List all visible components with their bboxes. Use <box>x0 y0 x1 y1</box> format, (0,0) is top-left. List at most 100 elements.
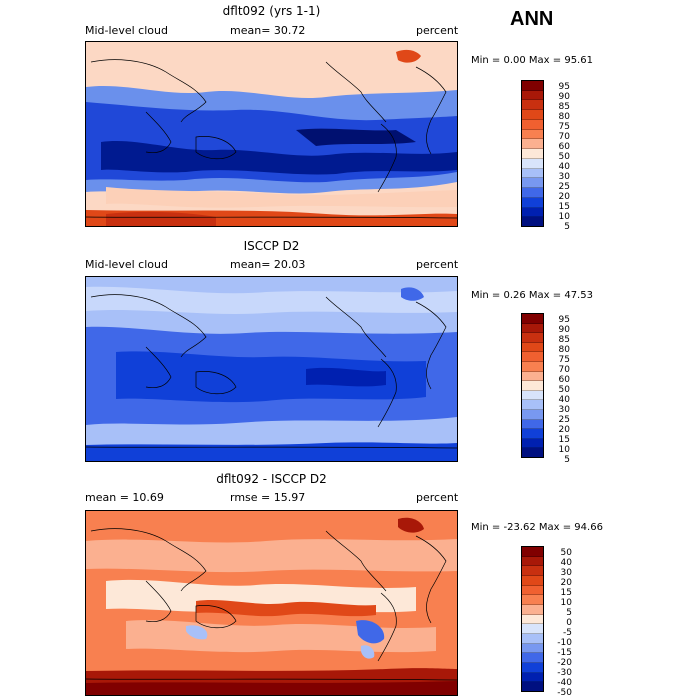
colorbar-label: 80 <box>558 112 570 122</box>
colorbar-label: 40 <box>560 558 572 568</box>
colorbar-swatch <box>522 81 543 91</box>
colorbar-label: 90 <box>558 325 570 335</box>
colorbar-label: 5 <box>564 455 570 465</box>
colorbar-label: 50 <box>558 152 570 162</box>
colorbar-swatch <box>522 419 543 430</box>
colorbar-swatch <box>522 158 543 169</box>
colorbar-label: 50 <box>560 548 572 558</box>
colorbar-swatch <box>522 672 543 683</box>
colorbar-swatch <box>522 429 543 439</box>
colorbar-label: 85 <box>558 102 570 112</box>
panel-2-units: percent <box>416 258 459 271</box>
panel-3-units: percent <box>416 491 459 504</box>
colorbar-label: -15 <box>557 648 572 658</box>
colorbar-swatch <box>522 547 543 557</box>
colorbar-label: 15 <box>558 435 570 445</box>
panel-2-min-max: Min = 0.26 Max = 47.53 <box>471 290 593 301</box>
colorbar-label: 20 <box>560 578 572 588</box>
colorbar-label: 30 <box>558 172 570 182</box>
colorbar-swatch <box>522 314 543 324</box>
panel-2-colorbar <box>521 313 544 458</box>
colorbar-swatch <box>522 614 543 625</box>
panel-2-map-svg <box>86 277 457 461</box>
colorbar-label: 20 <box>558 192 570 202</box>
panel-2-title: ISCCP D2 <box>243 239 300 253</box>
panel-1-min-max: Min = 0.00 Max = 95.61 <box>471 55 593 66</box>
panel-3-map <box>85 510 458 696</box>
panel-2-colorbar-labels: 95 90 85 80 75 70 60 50 40 30 25 20 15 1… <box>548 315 570 465</box>
colorbar-label: 10 <box>558 445 570 455</box>
colorbar-swatch <box>522 409 543 420</box>
panel-2-variable: Mid-level cloud <box>85 258 168 271</box>
colorbar-swatch <box>522 390 543 401</box>
colorbar-swatch <box>522 333 543 343</box>
panel-3-colorbar <box>521 546 544 692</box>
panel-1-colorbar <box>521 80 544 227</box>
colorbar-label: 85 <box>558 335 570 345</box>
colorbar-swatch <box>522 624 543 635</box>
colorbar-swatch <box>522 197 543 208</box>
colorbar-label: -50 <box>557 688 572 698</box>
colorbar-label: 0 <box>566 618 572 628</box>
panel-1-map-svg <box>86 42 457 226</box>
colorbar-swatch <box>522 323 543 334</box>
colorbar-label: 75 <box>558 122 570 132</box>
colorbar-label: 10 <box>558 212 570 222</box>
colorbar-swatch <box>522 110 543 120</box>
colorbar-label: -20 <box>557 658 572 668</box>
panel-3-min-max: Min = -23.62 Max = 94.66 <box>471 522 603 533</box>
panel-1-title: dflt092 (yrs 1-1) <box>222 4 321 18</box>
colorbar-label: -40 <box>557 678 572 688</box>
colorbar-swatch <box>522 576 543 586</box>
colorbar-swatch <box>522 653 543 664</box>
panel-3-rmse: rmse = 15.97 <box>230 491 306 504</box>
colorbar-swatch <box>522 129 543 140</box>
colorbar-label: 70 <box>558 132 570 142</box>
colorbar-swatch <box>522 585 543 596</box>
colorbar-label: 40 <box>558 395 570 405</box>
colorbar-swatch <box>522 448 543 457</box>
colorbar-label: 70 <box>558 365 570 375</box>
panel-1-units: percent <box>416 24 459 37</box>
panel-1-mean: mean= 30.72 <box>230 24 306 37</box>
colorbar-swatch <box>522 100 543 111</box>
panel-1-colorbar-labels: 95 90 85 80 75 70 60 50 40 30 25 20 15 1… <box>548 82 570 232</box>
colorbar-label: 95 <box>558 315 570 325</box>
colorbar-swatch <box>522 168 543 179</box>
colorbar-label: 10 <box>560 598 572 608</box>
colorbar-swatch <box>522 371 543 382</box>
colorbar-swatch <box>522 217 543 227</box>
colorbar-label: 95 <box>558 82 570 92</box>
colorbar-swatch <box>522 381 543 391</box>
colorbar-swatch <box>522 361 543 372</box>
colorbar-swatch <box>522 178 543 189</box>
panel-1-variable: Mid-level cloud <box>85 24 168 37</box>
colorbar-label: 80 <box>558 345 570 355</box>
colorbar-swatch <box>522 119 543 130</box>
colorbar-label: -5 <box>563 628 572 638</box>
colorbar-label: -30 <box>557 668 572 678</box>
colorbar-swatch <box>522 605 543 615</box>
colorbar-label: 15 <box>560 588 572 598</box>
colorbar-label: 60 <box>558 142 570 152</box>
colorbar-swatch <box>522 139 543 150</box>
colorbar-label: 75 <box>558 355 570 365</box>
colorbar-swatch <box>522 643 543 654</box>
colorbar-label: 90 <box>558 92 570 102</box>
panel-3-mean: mean = 10.69 <box>85 491 164 504</box>
colorbar-swatch <box>522 566 543 577</box>
colorbar-label: 15 <box>558 202 570 212</box>
colorbar-swatch <box>522 90 543 101</box>
colorbar-swatch <box>522 556 543 567</box>
colorbar-label: 25 <box>558 182 570 192</box>
colorbar-swatch <box>522 438 543 449</box>
colorbar-label: 5 <box>566 608 572 618</box>
panel-2-mean: mean= 20.03 <box>230 258 306 271</box>
colorbar-label: 30 <box>560 568 572 578</box>
colorbar-label: 50 <box>558 385 570 395</box>
colorbar-label: 20 <box>558 425 570 435</box>
season-label: ANN <box>510 8 554 30</box>
colorbar-label: 60 <box>558 375 570 385</box>
panel-3-colorbar-labels: 50 40 30 20 15 10 5 0 -5 -10 -15 -20 -30… <box>548 548 572 698</box>
colorbar-label: 30 <box>558 405 570 415</box>
